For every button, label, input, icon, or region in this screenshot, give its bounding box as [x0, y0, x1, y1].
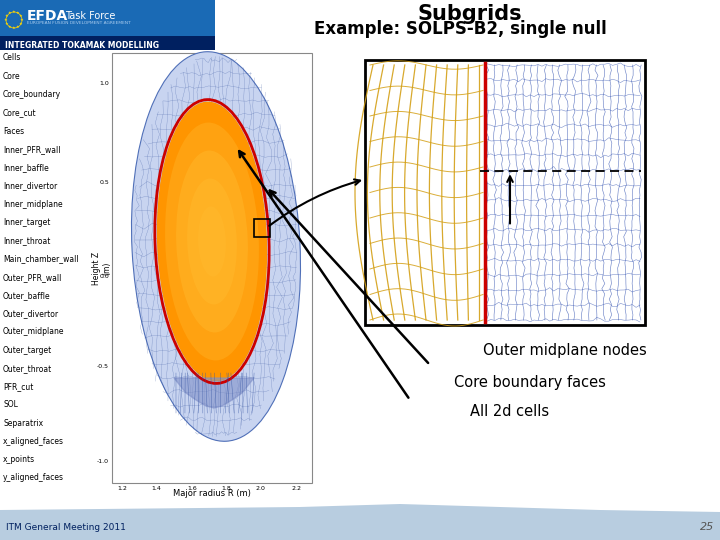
Text: Core_cut: Core_cut [3, 109, 37, 117]
Text: Outer_throat: Outer_throat [3, 364, 53, 373]
Text: Outer_midplane: Outer_midplane [3, 327, 65, 336]
Text: Outer_target: Outer_target [3, 346, 53, 355]
Text: ★: ★ [8, 11, 12, 15]
Text: ★: ★ [8, 25, 12, 29]
Bar [112, 53, 312, 483]
Text: x_points: x_points [3, 455, 35, 464]
Ellipse shape [157, 102, 267, 381]
Text: Inner_baffle: Inner_baffle [3, 163, 49, 172]
Text: Outer midplane nodes: Outer midplane nodes [483, 342, 647, 357]
Text: ★: ★ [12, 10, 16, 14]
Ellipse shape [198, 206, 226, 276]
Text: 2.0: 2.0 [255, 486, 265, 491]
Text: Inner_divertor: Inner_divertor [3, 181, 58, 190]
Text: All 2d cells: All 2d cells [470, 404, 549, 420]
Text: Subgrids: Subgrids [418, 4, 522, 24]
Text: x_aligned_faces: x_aligned_faces [3, 437, 64, 446]
Text: Main_chamber_wall: Main_chamber_wall [3, 254, 78, 264]
Ellipse shape [187, 179, 237, 305]
Text: 1.2: 1.2 [117, 486, 127, 491]
Text: ★: ★ [12, 26, 16, 30]
Text: ★: ★ [19, 14, 23, 18]
Text: Task Force: Task Force [65, 11, 115, 21]
Text: ★: ★ [5, 14, 9, 18]
Text: 1.0: 1.0 [99, 80, 109, 86]
Text: EFDA: EFDA [27, 9, 68, 23]
Text: EUROPEAN FUSION DEVELOPMENT AGREEMENT: EUROPEAN FUSION DEVELOPMENT AGREEMENT [27, 21, 131, 25]
Ellipse shape [132, 52, 300, 441]
Text: Core boundary faces: Core boundary faces [454, 375, 606, 389]
Bar [365, 60, 645, 325]
Text: Cells: Cells [3, 53, 22, 63]
Text: 1.8: 1.8 [221, 486, 231, 491]
Text: Inner_target: Inner_target [3, 218, 50, 227]
Ellipse shape [176, 151, 248, 333]
Text: Inner_throat: Inner_throat [3, 236, 50, 245]
Text: Outer_divertor: Outer_divertor [3, 309, 59, 318]
Bar [0, 36, 215, 50]
Text: 0.5: 0.5 [99, 179, 109, 185]
Text: ITM General Meeting 2011: ITM General Meeting 2011 [6, 523, 126, 531]
Text: Inner_midplane: Inner_midplane [3, 200, 63, 208]
Ellipse shape [165, 123, 259, 360]
Text: Outer_PFR_wall: Outer_PFR_wall [3, 273, 63, 282]
Bar [254, 219, 270, 237]
Text: Separatrix: Separatrix [3, 418, 43, 428]
Text: ★: ★ [5, 22, 9, 26]
Text: y_aligned_faces: y_aligned_faces [3, 474, 64, 483]
Text: ★: ★ [19, 22, 23, 26]
Text: Outer_baffle: Outer_baffle [3, 291, 50, 300]
Text: ★: ★ [20, 18, 24, 22]
Text: Height Z
(m): Height Z (m) [92, 252, 112, 285]
Text: Core_boundary: Core_boundary [3, 90, 61, 99]
Text: INTEGRATED TOKAMAK MODELLING: INTEGRATED TOKAMAK MODELLING [5, 40, 159, 50]
Text: 2.2: 2.2 [291, 486, 301, 491]
Text: Major radius R (m): Major radius R (m) [173, 489, 251, 497]
Text: 25: 25 [700, 522, 714, 532]
Text: PFR_cut: PFR_cut [3, 382, 33, 391]
Text: 0.0: 0.0 [99, 274, 109, 279]
Text: Core: Core [3, 72, 21, 81]
Text: -0.5: -0.5 [97, 364, 109, 369]
Text: ★: ★ [16, 25, 20, 29]
Text: ★: ★ [4, 18, 8, 22]
Polygon shape [174, 378, 254, 408]
Text: Faces: Faces [3, 126, 24, 136]
Text: SOL: SOL [3, 401, 18, 409]
Bar [0, 0, 215, 37]
Text: Inner_PFR_wall: Inner_PFR_wall [3, 145, 60, 154]
Text: 1.4: 1.4 [151, 486, 161, 491]
Text: 1.6: 1.6 [187, 486, 197, 491]
Text: ★: ★ [16, 11, 20, 15]
Text: Example: SOLPS-B2, single null: Example: SOLPS-B2, single null [314, 20, 606, 38]
Polygon shape [0, 504, 720, 540]
Text: -1.0: -1.0 [97, 459, 109, 464]
